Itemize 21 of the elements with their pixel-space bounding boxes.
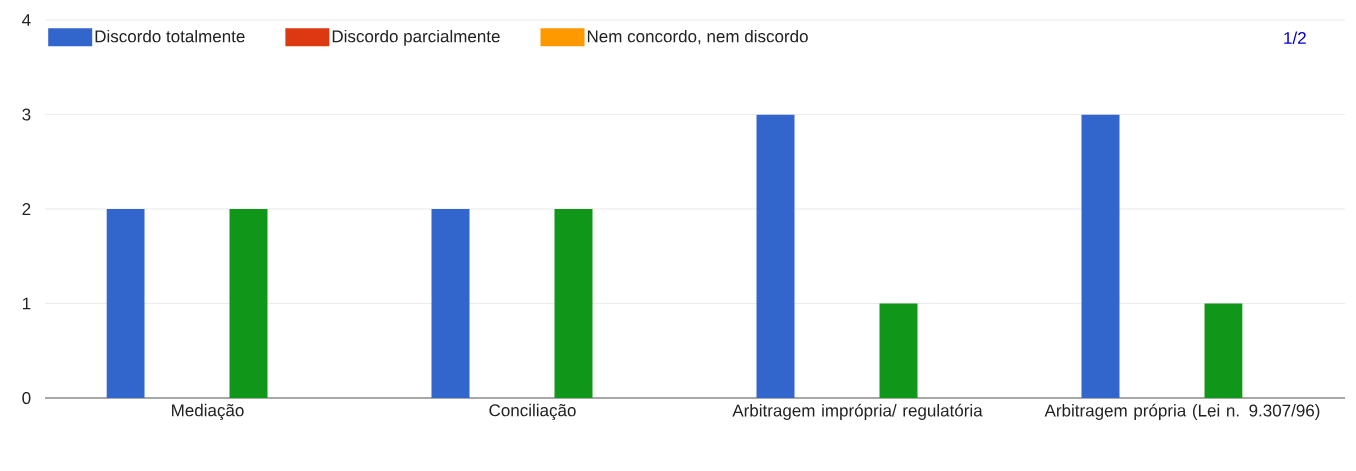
bar	[229, 209, 268, 398]
x-tick-label: Arbitragem própria (Lei n. 9.307/96)	[1044, 403, 1320, 420]
y-tick-label: 3	[22, 108, 31, 121]
x-tick-label: Conciliação	[489, 403, 576, 420]
annotation: 1/2	[1284, 31, 1306, 45]
bar	[879, 303, 918, 398]
legend-label: Discordo parcialmente	[332, 29, 500, 46]
x-tick-label: Arbitragem imprópria/ regulatória	[732, 403, 983, 420]
bar	[106, 209, 145, 398]
y-tick-label: 2	[22, 203, 31, 215]
bar	[431, 209, 470, 398]
y-tick-label: 4	[22, 14, 31, 26]
bar	[756, 114, 795, 398]
legend-label: Nem concordo, nem discordo	[587, 29, 808, 45]
bar	[554, 209, 593, 398]
y-tick-label: 1	[22, 297, 31, 310]
x-tick-label: Mediação	[172, 403, 244, 420]
y-tick-label: 0	[22, 391, 31, 405]
bar	[1204, 303, 1243, 398]
legend-label: Discordo totalmente	[95, 29, 245, 43]
bar	[1081, 114, 1120, 398]
